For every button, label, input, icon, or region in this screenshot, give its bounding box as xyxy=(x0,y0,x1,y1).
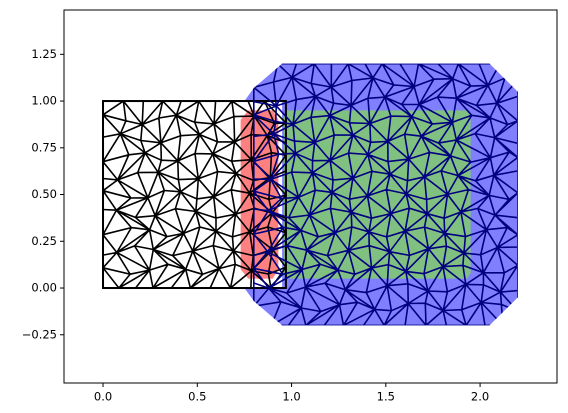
y-tick-label: 0.00 xyxy=(31,281,57,295)
y-tick-label: 0.50 xyxy=(31,187,57,201)
x-tick-label: 1.5 xyxy=(377,390,395,404)
x-tick-label: 0.0 xyxy=(94,390,112,404)
x-tick-label: 1.0 xyxy=(282,390,300,404)
axes-frame xyxy=(63,9,558,384)
x-tick-label: 0.5 xyxy=(188,390,206,404)
y-tick-label: 1.00 xyxy=(31,94,57,108)
y-tick-label: −0.25 xyxy=(22,327,57,341)
y-tick-label: 0.25 xyxy=(31,234,57,248)
region xyxy=(103,101,283,289)
x-tick-label: 2.0 xyxy=(471,390,489,404)
y-tick-label: 0.75 xyxy=(31,140,57,154)
y-tick-label: 1.25 xyxy=(31,47,57,61)
mesh-edges xyxy=(102,100,287,289)
mesh-edges xyxy=(253,63,518,326)
mesh-bounds xyxy=(102,100,287,290)
